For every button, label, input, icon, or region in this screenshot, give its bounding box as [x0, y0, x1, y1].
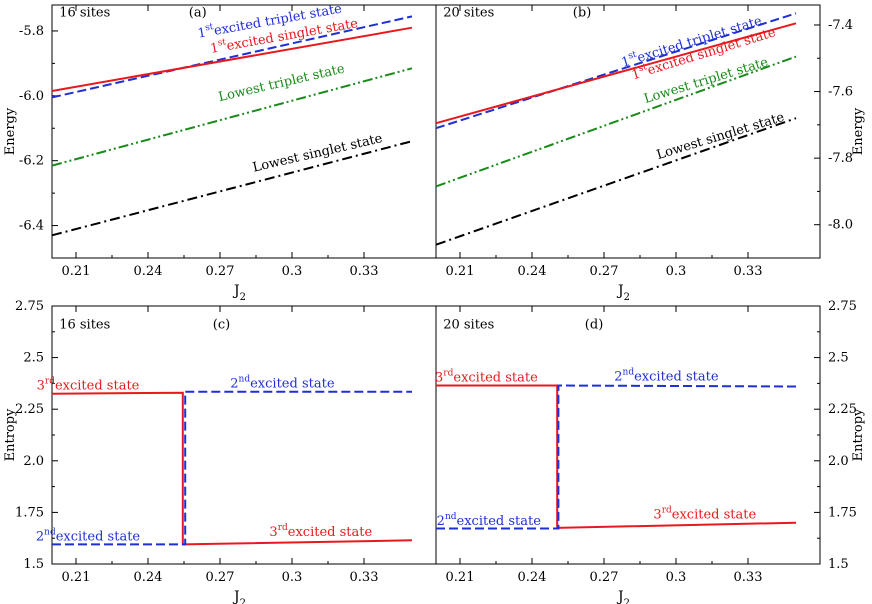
y-tick-label: 2.75 — [15, 299, 44, 314]
y-tick-label: 2.5 — [23, 351, 44, 366]
series-line-2 — [51, 26, 413, 92]
y-axis-label: Energy — [851, 107, 866, 155]
x-tick-label: 0.3 — [666, 264, 687, 279]
x-axis-label: J2 — [616, 283, 630, 303]
y-tick-label: -6.2 — [19, 154, 44, 169]
y-axis-label: Entropy — [3, 408, 18, 461]
panel-label: (b) — [573, 6, 591, 21]
series-annotation: Lowest triplet state — [217, 61, 346, 105]
series-annotation: 3rdexcited state — [37, 377, 140, 394]
x-tick-label: 0.33 — [734, 570, 763, 585]
y-tick-label: -7.8 — [828, 151, 853, 166]
x-tick-label: 0.27 — [206, 264, 235, 279]
x-axis-label: J2 — [232, 589, 246, 604]
series-annotation: 3rdexcited state — [653, 506, 756, 523]
series-line-4 — [435, 117, 797, 246]
x-tick-label: 0.3 — [666, 570, 687, 585]
series-annotation: 2ndexcited state — [437, 512, 542, 529]
sites-label: 20 sites — [443, 6, 494, 21]
series-line-2 — [436, 384, 797, 530]
y-tick-label: -5.8 — [19, 24, 44, 39]
panel-c: 0.21 0.24 0.27 0.3 0.33 1.5 1.75 2.0 2.25 2.5 2.75… — [3, 299, 437, 604]
y-tick-label: -8.0 — [828, 218, 853, 233]
y-tick-label: 1.5 — [23, 557, 44, 572]
panel-d: 0.21 0.24 0.27 0.3 0.33 1.5 1.75 2.0 2.25 2.5 2.75… — [435, 299, 866, 604]
series-line-1 — [51, 15, 413, 99]
series-line-1 — [436, 384, 797, 529]
x-tick-label: 0.24 — [518, 264, 547, 279]
plot-frame — [435, 4, 821, 259]
series-line-4 — [51, 140, 413, 237]
y-tick-label: 2.5 — [828, 351, 849, 366]
y-tick-label: -6.4 — [19, 219, 44, 234]
y-tick-label: 2.25 — [828, 402, 857, 417]
x-tick-label: 0.21 — [62, 570, 91, 585]
y-tick-label: -6.0 — [19, 89, 44, 104]
y-axis-label: Energy — [3, 107, 18, 155]
x-tick-label: 0.33 — [350, 570, 379, 585]
y-tick-label: 2.75 — [828, 299, 857, 314]
panel-label: (d) — [585, 318, 603, 333]
series-annotation: 2ndexcited state — [36, 527, 141, 544]
series-annotation: 2ndexcited state — [230, 375, 335, 392]
y-tick-label: -7.6 — [828, 85, 853, 100]
x-tick-label: 0.27 — [206, 570, 235, 585]
panel-a: 0.21 0.24 0.27 0.3 0.33 -6.4 -6.2 -6.0 -5.8 J2 Ene… — [3, 2, 437, 303]
x-tick-label: 0.33 — [734, 264, 763, 279]
series-line-3 — [51, 67, 413, 167]
x-tick-label: 0.3 — [282, 264, 303, 279]
x-tick-label: 0.21 — [446, 264, 475, 279]
series-line-2 — [435, 22, 797, 125]
y-axis-label: Entropy — [851, 408, 866, 461]
plot-frame — [51, 305, 437, 565]
panel-b: 0.21 0.24 0.27 0.3 0.33 -8.0 -7.8 -7.6 -7.4 J2 Ene… — [435, 4, 866, 303]
y-tick-label: 2.0 — [828, 454, 849, 469]
sites-label: 16 sites — [59, 318, 110, 333]
series-line-1 — [51, 391, 413, 546]
y-tick-label: 1.75 — [15, 505, 44, 520]
x-tick-label: 0.21 — [62, 264, 91, 279]
series-annotation: 3rdexcited state — [435, 368, 538, 385]
sites-label: 20 sites — [443, 318, 494, 333]
y-tick-label: -7.4 — [828, 18, 853, 33]
x-axis-label: J2 — [232, 283, 246, 303]
x-tick-label: 0.27 — [590, 570, 619, 585]
x-tick-label: 0.24 — [518, 570, 547, 585]
panel-label: (c) — [213, 318, 230, 333]
panel-label: (a) — [189, 5, 207, 20]
series-annotation: 3rdexcited state — [269, 523, 372, 540]
series-annotation: 2ndexcited state — [614, 367, 719, 384]
series-line-2 — [52, 390, 412, 546]
x-tick-label: 0.24 — [134, 570, 163, 585]
x-tick-label: 0.3 — [282, 570, 303, 585]
sites-label: 16 sites — [59, 5, 110, 20]
series-line-1 — [435, 12, 797, 130]
x-tick-label: 0.21 — [446, 570, 475, 585]
y-tick-label: 2.25 — [15, 402, 44, 417]
x-axis-label: J2 — [616, 589, 630, 604]
series-line-3 — [435, 55, 797, 188]
y-tick-label: 2.0 — [23, 454, 44, 469]
x-tick-label: 0.27 — [590, 264, 619, 279]
y-tick-label: 1.5 — [828, 557, 849, 572]
series-annotation: Lowest singlet state — [655, 110, 786, 163]
y-tick-label: 1.75 — [828, 505, 857, 520]
x-tick-label: 0.33 — [350, 264, 379, 279]
x-tick-label: 0.24 — [134, 264, 163, 279]
